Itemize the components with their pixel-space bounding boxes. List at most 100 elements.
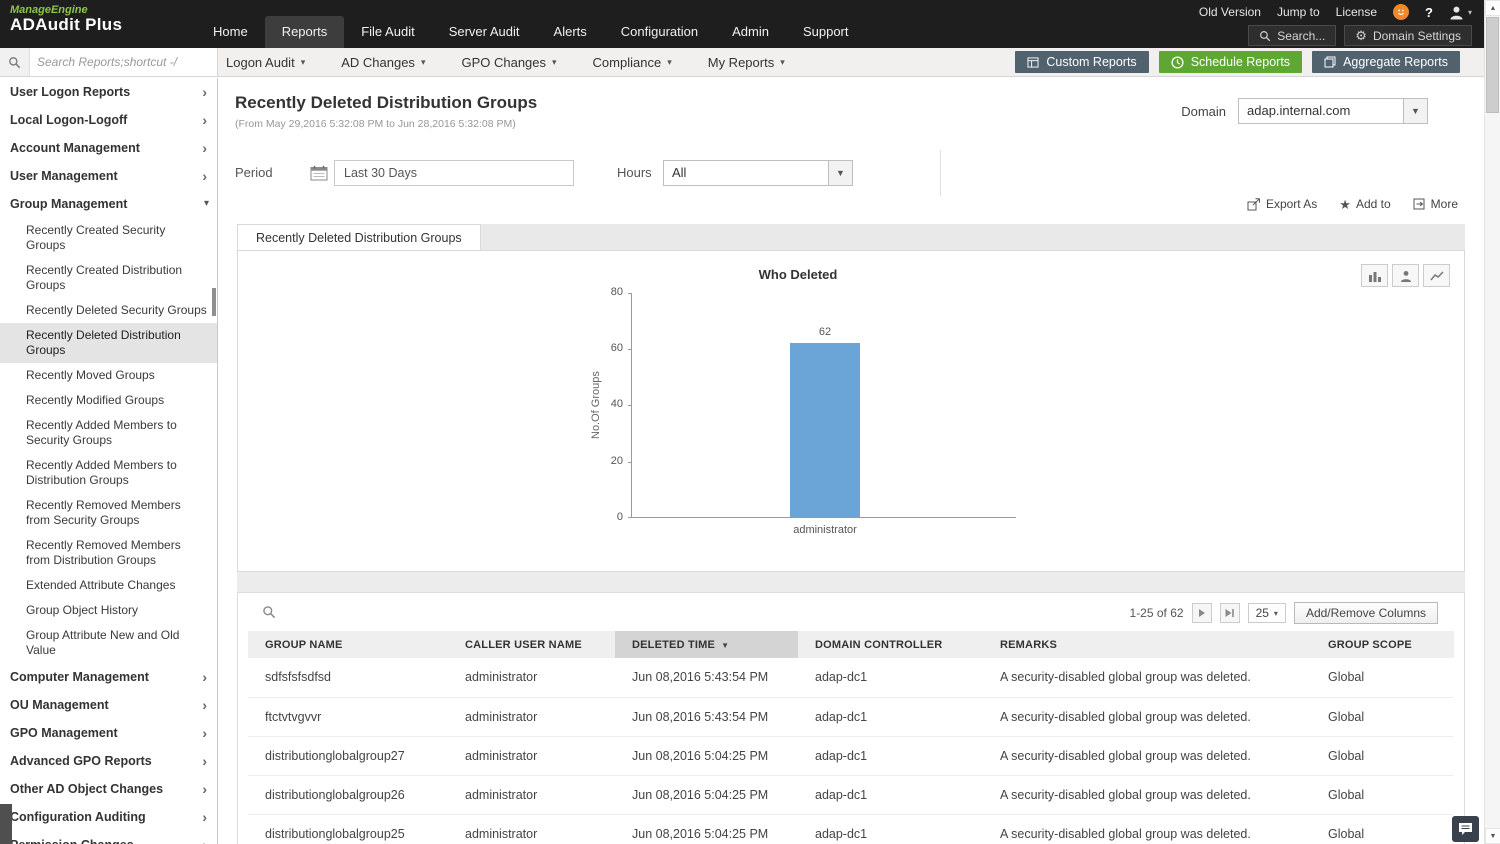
menu-ad-changes[interactable]: AD Changes▾ [341,55,425,70]
sidebar-subitem[interactable]: Recently Moved Groups [0,363,217,388]
nav-configuration[interactable]: Configuration [604,16,715,48]
sidebar-item-gpo-management[interactable]: GPO Management› [0,719,217,747]
star-icon: ★ [1339,198,1351,211]
line-chart-icon[interactable] [1423,264,1450,287]
nav-home[interactable]: Home [196,16,265,48]
page-size-select[interactable]: 25 ▾ [1248,603,1286,623]
column-header-domain-controller[interactable]: DOMAIN CONTROLLER [798,631,983,658]
sidebar-item-user-logon-reports[interactable]: User Logon Reports› [0,78,217,106]
sidebar-subitem[interactable]: Recently Added Members to Distribution G… [0,453,217,493]
aggregate-reports-label: Aggregate Reports [1343,55,1448,69]
nav-alerts[interactable]: Alerts [537,16,604,48]
sidebar-subitem[interactable]: Recently Modified Groups [0,388,217,413]
menu-gpo-changes[interactable]: GPO Changes▾ [461,55,556,70]
search-button[interactable]: Search... [1248,25,1336,46]
search-icon [1259,30,1271,42]
column-header-deleted-time[interactable]: DELETED TIME▼ [615,631,798,658]
column-header-remarks[interactable]: REMARKS [983,631,1311,658]
jump-to-link[interactable]: Jump to [1277,5,1320,19]
nav-reports[interactable]: Reports [265,16,345,48]
scrollbar-thumb[interactable] [1486,17,1499,113]
sidebar-subitem[interactable]: Recently Added Members to Security Group… [0,413,217,453]
sidebar-subitem[interactable]: Recently Created Distribution Groups [0,258,217,298]
more-button[interactable]: More [1413,197,1458,211]
menu-my-reports[interactable]: My Reports▾ [708,55,785,70]
aggregate-reports-button[interactable]: Aggregate Reports [1312,51,1460,73]
scroll-down-icon[interactable]: ▼ [1485,828,1500,844]
help-icon[interactable]: ? [1425,5,1433,20]
chevron-down-icon: ▾ [780,57,785,68]
domain-select[interactable]: adap.internal.com ▼ [1238,98,1428,124]
sidebar-subitem[interactable]: Extended Attribute Changes [0,573,217,598]
sidebar-subitem[interactable]: Recently Removed Members from Distributi… [0,533,217,573]
scroll-up-icon[interactable]: ▲ [1485,0,1500,16]
sidebar-subitem[interactable]: Recently Removed Members from Security G… [0,493,217,533]
user-account-icon[interactable]: ▾ [1449,5,1472,20]
primary-nav: Home Reports File Audit Server Audit Ale… [196,16,866,48]
chart-toolbar [1361,264,1450,287]
chat-support-icon[interactable] [1452,816,1479,842]
nav-server-audit[interactable]: Server Audit [432,16,537,48]
bar-chart-icon[interactable] [1361,264,1388,287]
next-page-icon[interactable] [1192,603,1212,623]
vertical-scrollbar[interactable]: ▲ ▼ [1484,0,1500,844]
chevron-right-icon: › [202,134,207,162]
sort-desc-icon: ▼ [721,641,729,650]
nav-file-audit[interactable]: File Audit [344,16,431,48]
sidebar-scrollbar-thumb[interactable] [212,288,216,316]
custom-reports-button[interactable]: Custom Reports [1015,51,1148,73]
sidebar-item-other-ad-object-changes[interactable]: Other AD Object Changes› [0,775,217,803]
column-header-group-name[interactable]: GROUP NAME [248,631,448,658]
cell-caller-user-name: administrator [448,775,615,814]
license-link[interactable]: License [1336,5,1377,19]
nav-admin[interactable]: Admin [715,16,786,48]
chevron-right-icon: › [202,747,207,775]
sidebar-item-user-management[interactable]: User Management› [0,162,217,190]
sidebar-item-label: Other AD Object Changes [10,782,163,796]
sidebar-item-account-management[interactable]: Account Management› [0,134,217,162]
sidebar-subitem[interactable]: Recently Created Security Groups [0,218,217,258]
cell-deleted-time: Jun 08,2016 5:04:25 PM [615,814,798,844]
user-summary-icon[interactable] [1392,264,1419,287]
add-to-button[interactable]: ★ Add to [1339,197,1390,211]
feedback-smiley-icon[interactable] [1393,4,1409,20]
sidebar-item-permission-changes[interactable]: Permission Changes› [0,831,217,844]
sidebar-item-local-logon-logoff[interactable]: Local Logon-Logoff› [0,106,217,134]
search-icon[interactable] [0,48,30,76]
export-as-button[interactable]: Export As [1247,197,1317,211]
period-input[interactable] [334,160,574,186]
panel-gap [237,572,1465,592]
chevron-down-icon[interactable]: ▼ [828,161,852,185]
sidebar-item-group-management[interactable]: Group Management▾ [0,190,217,218]
column-header-caller-user-name[interactable]: CALLER USER NAME [448,631,615,658]
chart-bar[interactable] [790,343,860,517]
calendar-icon[interactable] [306,160,332,186]
y-tick: 40 [593,398,623,410]
sidebar-subitem-selected[interactable]: Recently Deleted Distribution Groups [0,323,217,363]
bar-chart-plot: No.Of Groups 80 60 40 20 0 62 administra… [631,293,1016,518]
sidebar-subitem[interactable]: Group Attribute New and Old Value [0,623,217,663]
menu-logon-audit[interactable]: Logon Audit▾ [226,55,305,70]
old-version-link[interactable]: Old Version [1199,5,1261,19]
table-search-icon[interactable] [262,605,276,622]
add-remove-columns-button[interactable]: Add/Remove Columns [1294,602,1438,624]
schedule-reports-button[interactable]: Schedule Reports [1159,51,1302,73]
last-page-icon[interactable] [1220,603,1240,623]
sidebar-item-ou-management[interactable]: OU Management› [0,691,217,719]
sidebar-subitem[interactable]: Group Object History [0,598,217,623]
sidebar-item-computer-management[interactable]: Computer Management› [0,663,217,691]
chevron-down-icon[interactable]: ▼ [1403,99,1427,123]
toolbar-actions: Custom Reports Schedule Reports Aggregat… [1015,51,1460,73]
domain-settings-button[interactable]: ⚙ Domain Settings [1344,25,1472,46]
report-search-input[interactable] [30,48,217,76]
chart-title: Who Deleted [238,267,1358,282]
hours-select[interactable]: All ▼ [663,160,853,186]
menu-compliance[interactable]: Compliance▾ [593,55,672,70]
sidebar-item-advanced-gpo-reports[interactable]: Advanced GPO Reports› [0,747,217,775]
sidebar-scroll-indicator[interactable] [0,804,12,844]
sidebar-subitem[interactable]: Recently Deleted Security Groups [0,298,217,323]
nav-support[interactable]: Support [786,16,866,48]
column-header-group-scope[interactable]: GROUP SCOPE [1311,631,1454,658]
sidebar-item-configuration-auditing[interactable]: Configuration Auditing› [0,803,217,831]
tab-recently-deleted-distribution-groups[interactable]: Recently Deleted Distribution Groups [237,224,481,250]
